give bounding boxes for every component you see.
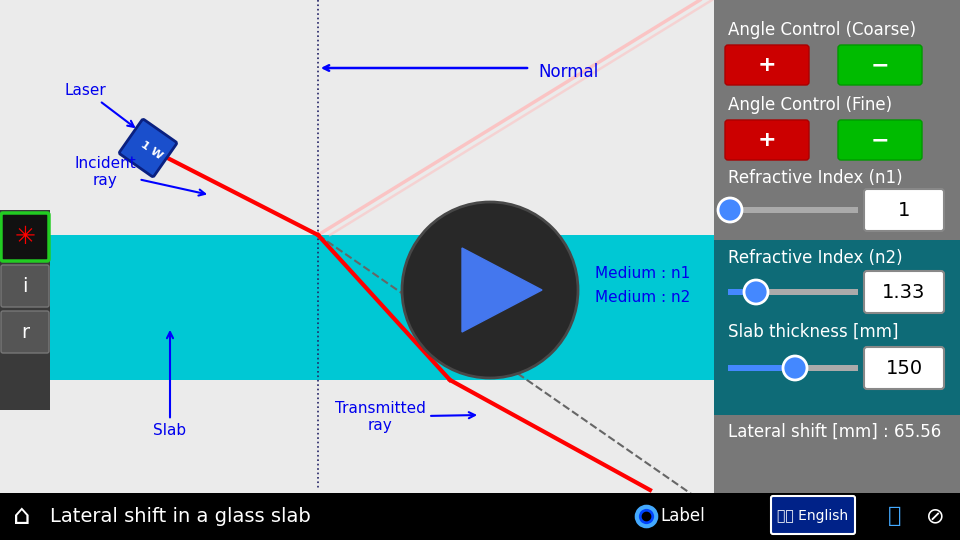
Bar (0, 210, 50, 410)
Bar (728, 289, 858, 295)
FancyBboxPatch shape (725, 120, 809, 160)
FancyBboxPatch shape (119, 119, 177, 177)
FancyBboxPatch shape (864, 347, 944, 389)
Bar (728, 365, 795, 371)
Text: Normal: Normal (538, 63, 598, 81)
Text: −: − (871, 130, 889, 150)
Text: Slab thickness [mm]: Slab thickness [mm] (728, 323, 899, 341)
Text: ✳: ✳ (14, 225, 36, 249)
FancyBboxPatch shape (864, 271, 944, 313)
Text: r: r (21, 322, 29, 341)
FancyBboxPatch shape (1, 213, 49, 261)
Text: +: + (757, 130, 777, 150)
Text: Incident
ray: Incident ray (74, 156, 205, 195)
FancyBboxPatch shape (864, 189, 944, 231)
FancyBboxPatch shape (1, 311, 49, 353)
FancyBboxPatch shape (771, 496, 855, 534)
Text: Laser: Laser (65, 83, 134, 127)
Text: Label: Label (660, 507, 705, 525)
Text: 1: 1 (898, 200, 910, 219)
Bar (0, 0, 714, 540)
FancyBboxPatch shape (1, 265, 49, 307)
Text: Refractive Index (n1): Refractive Index (n1) (728, 169, 902, 187)
Text: Angle Control (Coarse): Angle Control (Coarse) (728, 21, 916, 39)
Text: 150: 150 (885, 359, 923, 377)
Polygon shape (462, 248, 542, 332)
Bar (728, 289, 756, 295)
Circle shape (783, 356, 807, 380)
Bar (0, 235, 714, 380)
FancyBboxPatch shape (725, 45, 809, 85)
Text: ⊘: ⊘ (925, 506, 945, 526)
Text: Medium : n2: Medium : n2 (595, 289, 690, 305)
Text: −: − (871, 55, 889, 75)
Text: Angle Control (Fine): Angle Control (Fine) (728, 96, 892, 114)
Text: ⌂: ⌂ (13, 502, 31, 530)
Text: 1.33: 1.33 (882, 282, 925, 301)
Text: Refractive Index (n2): Refractive Index (n2) (728, 249, 902, 267)
Text: Lateral shift [mm] : 65.56: Lateral shift [mm] : 65.56 (728, 423, 941, 441)
Bar (728, 207, 858, 213)
Text: +: + (757, 55, 777, 75)
Bar (714, 0, 960, 540)
Text: i: i (22, 276, 28, 295)
Bar (728, 365, 858, 371)
Bar (728, 207, 730, 213)
Text: 1 W: 1 W (138, 139, 163, 161)
Text: Lateral shift in a glass slab: Lateral shift in a glass slab (50, 507, 311, 525)
Text: Slab: Slab (154, 332, 186, 438)
Bar (0, 493, 960, 540)
Bar (714, 240, 960, 415)
Text: Medium : n1: Medium : n1 (595, 266, 690, 280)
Circle shape (402, 202, 578, 378)
FancyBboxPatch shape (838, 120, 922, 160)
Text: 🇬🇧 English: 🇬🇧 English (778, 509, 849, 523)
Circle shape (718, 198, 742, 222)
FancyBboxPatch shape (838, 45, 922, 85)
Text: ⛶: ⛶ (888, 506, 901, 526)
Circle shape (744, 280, 768, 304)
Text: Transmitted
ray: Transmitted ray (335, 401, 475, 433)
